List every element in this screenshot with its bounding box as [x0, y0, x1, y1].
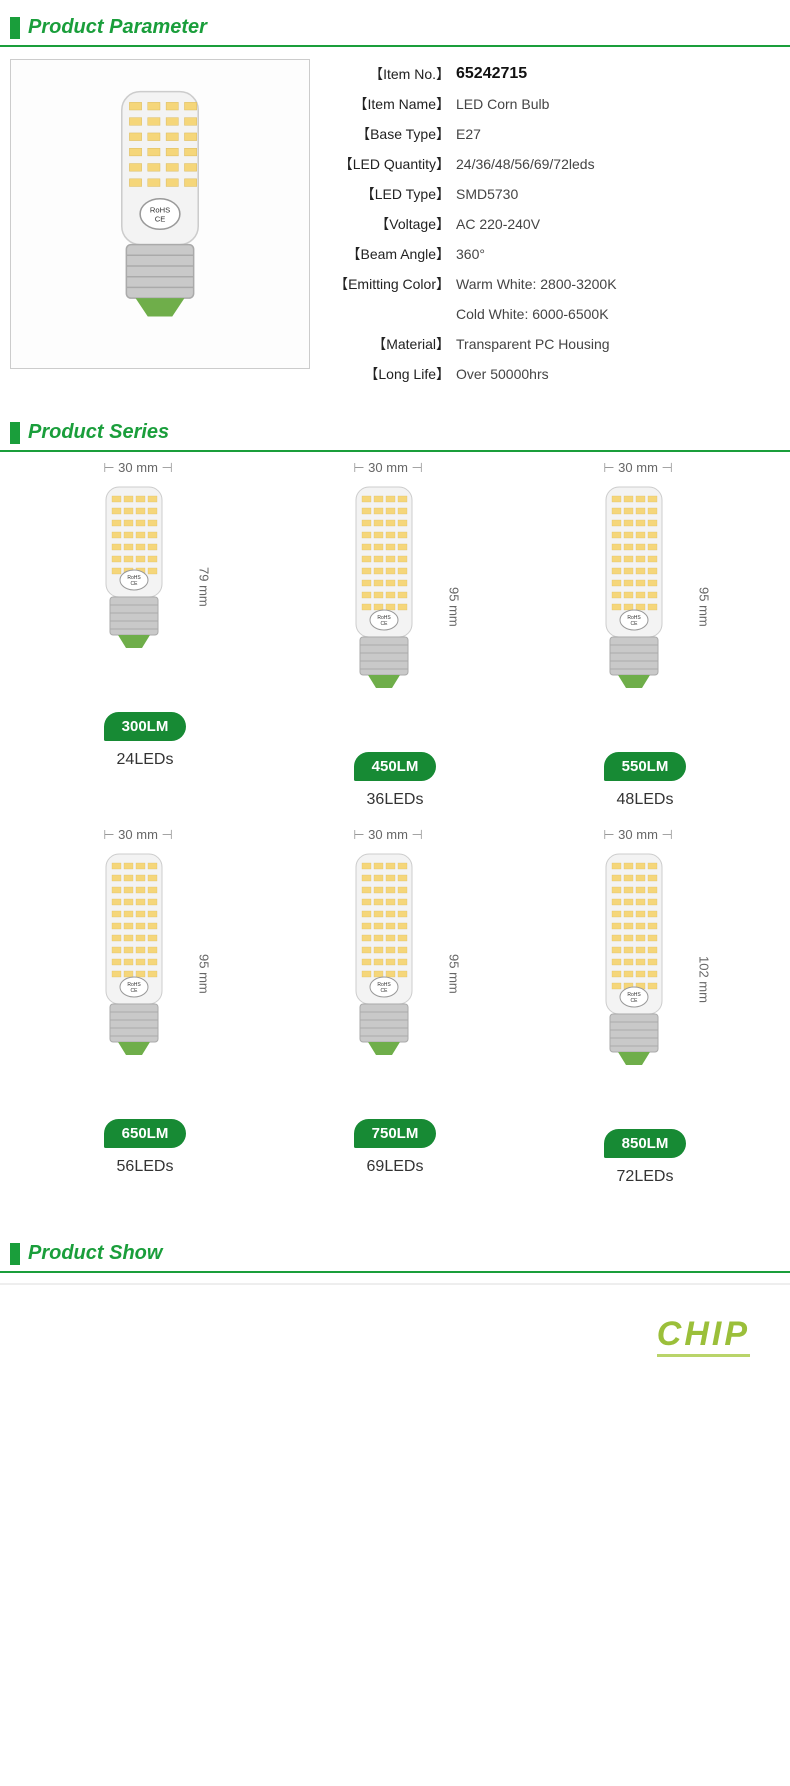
lumen-badge: 750LM	[354, 1119, 437, 1148]
bulb-image: RoHS CE	[79, 482, 189, 692]
spec-row: LED TypeSMD5730	[330, 179, 780, 209]
spec-label: Emitting Color	[330, 274, 450, 294]
bulb-dimensions: 30 mm RoHS CE 95 mm	[329, 482, 462, 732]
spec-value: LED Corn Bulb	[450, 96, 549, 112]
spec-value: Cold White: 6000-6500K	[450, 306, 609, 322]
spec-value: AC 220-240V	[450, 216, 540, 232]
bulb-hero-svg: RoHS CE	[80, 84, 240, 344]
spec-label: Beam Angle	[330, 244, 450, 264]
spec-value: Over 50000hrs	[450, 366, 549, 382]
bulb-image: RoHS CE	[579, 482, 689, 732]
chip-label: CHIP	[657, 1315, 750, 1357]
svg-text:CE: CE	[155, 215, 166, 224]
lumen-badge: 450LM	[354, 752, 437, 781]
spec-label: Long Life	[330, 364, 450, 384]
svg-text:CE: CE	[630, 998, 638, 1004]
spec-row: VoltageAC 220-240V	[330, 209, 780, 239]
spec-value: SMD5730	[450, 186, 518, 202]
height-label: 95 mm	[447, 587, 462, 627]
spec-row: LED Quantity24/36/48/56/69/72leds	[330, 149, 780, 179]
spec-block: RoHS CE Item No.65242715Item NameLED Cor…	[0, 47, 790, 405]
led-count: 48LEDs	[617, 791, 674, 809]
svg-text:CE: CE	[380, 621, 388, 627]
spec-row: MaterialTransparent PC Housing	[330, 329, 780, 359]
spec-value: 24/36/48/56/69/72leds	[450, 156, 595, 172]
width-label: 30 mm	[103, 460, 173, 476]
bulb-card: 30 mm RoHS CE 79 mm 300LM 24LEDs	[30, 482, 260, 809]
width-label: 30 mm	[353, 827, 423, 843]
height-label: 95 mm	[197, 954, 212, 994]
accent-bar	[10, 1243, 20, 1265]
spec-row: Long LifeOver 50000hrs	[330, 359, 780, 389]
bulb-dimensions: 30 mm RoHS CE 95 mm	[329, 849, 462, 1099]
width-label: 30 mm	[603, 460, 673, 476]
section-header-show: Product Show	[0, 1236, 790, 1273]
spec-product-image: RoHS CE	[10, 59, 310, 369]
spec-label: LED Quantity	[330, 154, 450, 174]
spec-row: xCold White: 6000-6500K	[330, 299, 780, 329]
height-label: 79 mm	[197, 567, 212, 607]
lumen-badge: 550LM	[604, 752, 687, 781]
svg-text:CE: CE	[630, 621, 638, 627]
spec-value: Transparent PC Housing	[450, 336, 610, 352]
led-count: 36LEDs	[367, 791, 424, 809]
spec-value: Warm White: 2800-3200K	[450, 276, 617, 292]
lumen-badge: 300LM	[104, 712, 187, 741]
lumen-badge: 650LM	[104, 1119, 187, 1148]
accent-bar	[10, 422, 20, 444]
svg-text:CE: CE	[380, 988, 388, 994]
spec-table: Item No.65242715Item NameLED Corn BulbBa…	[330, 59, 780, 389]
bulb-dimensions: 30 mm RoHS CE 102 mm	[579, 849, 712, 1109]
width-label: 30 mm	[103, 827, 173, 843]
spec-value: 360°	[450, 246, 485, 262]
spec-row: Item No.65242715	[330, 59, 780, 89]
height-label: 95 mm	[447, 954, 462, 994]
series-grid: 30 mm RoHS CE 79 mm 300LM 24LEDs 30 mm R…	[0, 452, 790, 1226]
spec-label: Base Type	[330, 124, 450, 144]
svg-text:CE: CE	[130, 581, 138, 587]
led-count: 56LEDs	[117, 1158, 174, 1176]
spec-label: LED Type	[330, 184, 450, 204]
spec-row: Base TypeE27	[330, 119, 780, 149]
spec-value: E27	[450, 126, 481, 142]
bulb-image: RoHS CE	[579, 849, 689, 1109]
width-label: 30 mm	[353, 460, 423, 476]
width-label: 30 mm	[603, 827, 673, 843]
led-count: 69LEDs	[367, 1158, 424, 1176]
section-title: Product Series	[28, 421, 169, 444]
led-count: 24LEDs	[117, 751, 174, 769]
bulb-image: RoHS CE	[329, 849, 439, 1099]
spec-row: Item NameLED Corn Bulb	[330, 89, 780, 119]
spec-label: Material	[330, 334, 450, 354]
spec-row: Beam Angle360°	[330, 239, 780, 269]
bulb-card: 30 mm RoHS CE 95 mm 450LM 36LEDs	[280, 482, 510, 809]
spec-label: Item Name	[330, 94, 450, 114]
spec-row: Emitting ColorWarm White: 2800-3200K	[330, 269, 780, 299]
led-count: 72LEDs	[617, 1168, 674, 1186]
height-label: 102 mm	[697, 956, 712, 1003]
svg-text:CE: CE	[130, 988, 138, 994]
chip-banner: CHIP	[0, 1283, 790, 1367]
spec-label: Item No.	[330, 64, 450, 84]
height-label: 95 mm	[697, 587, 712, 627]
bulb-dimensions: 30 mm RoHS CE 95 mm	[79, 849, 212, 1099]
spec-value: 65242715	[450, 65, 527, 83]
bulb-card: 30 mm RoHS CE 102 mm 850LM 72LEDs	[530, 849, 760, 1186]
accent-bar	[10, 17, 20, 39]
bulb-image: RoHS CE	[79, 849, 189, 1099]
bulb-card: 30 mm RoHS CE 95 mm 750LM 69LEDs	[280, 849, 510, 1186]
section-header-series: Product Series	[0, 415, 790, 452]
bulb-image: RoHS CE	[329, 482, 439, 732]
section-title: Product Show	[28, 1242, 162, 1265]
bulb-card: 30 mm RoHS CE 95 mm 650LM 56LEDs	[30, 849, 260, 1186]
spec-label: Voltage	[330, 214, 450, 234]
bulb-dimensions: 30 mm RoHS CE 95 mm	[579, 482, 712, 732]
section-header-parameter: Product Parameter	[0, 10, 790, 47]
section-title: Product Parameter	[28, 16, 207, 39]
svg-text:RoHS: RoHS	[150, 205, 170, 214]
bulb-card: 30 mm RoHS CE 95 mm 550LM 48LEDs	[530, 482, 760, 809]
bulb-dimensions: 30 mm RoHS CE 79 mm	[79, 482, 212, 692]
lumen-badge: 850LM	[604, 1129, 687, 1158]
